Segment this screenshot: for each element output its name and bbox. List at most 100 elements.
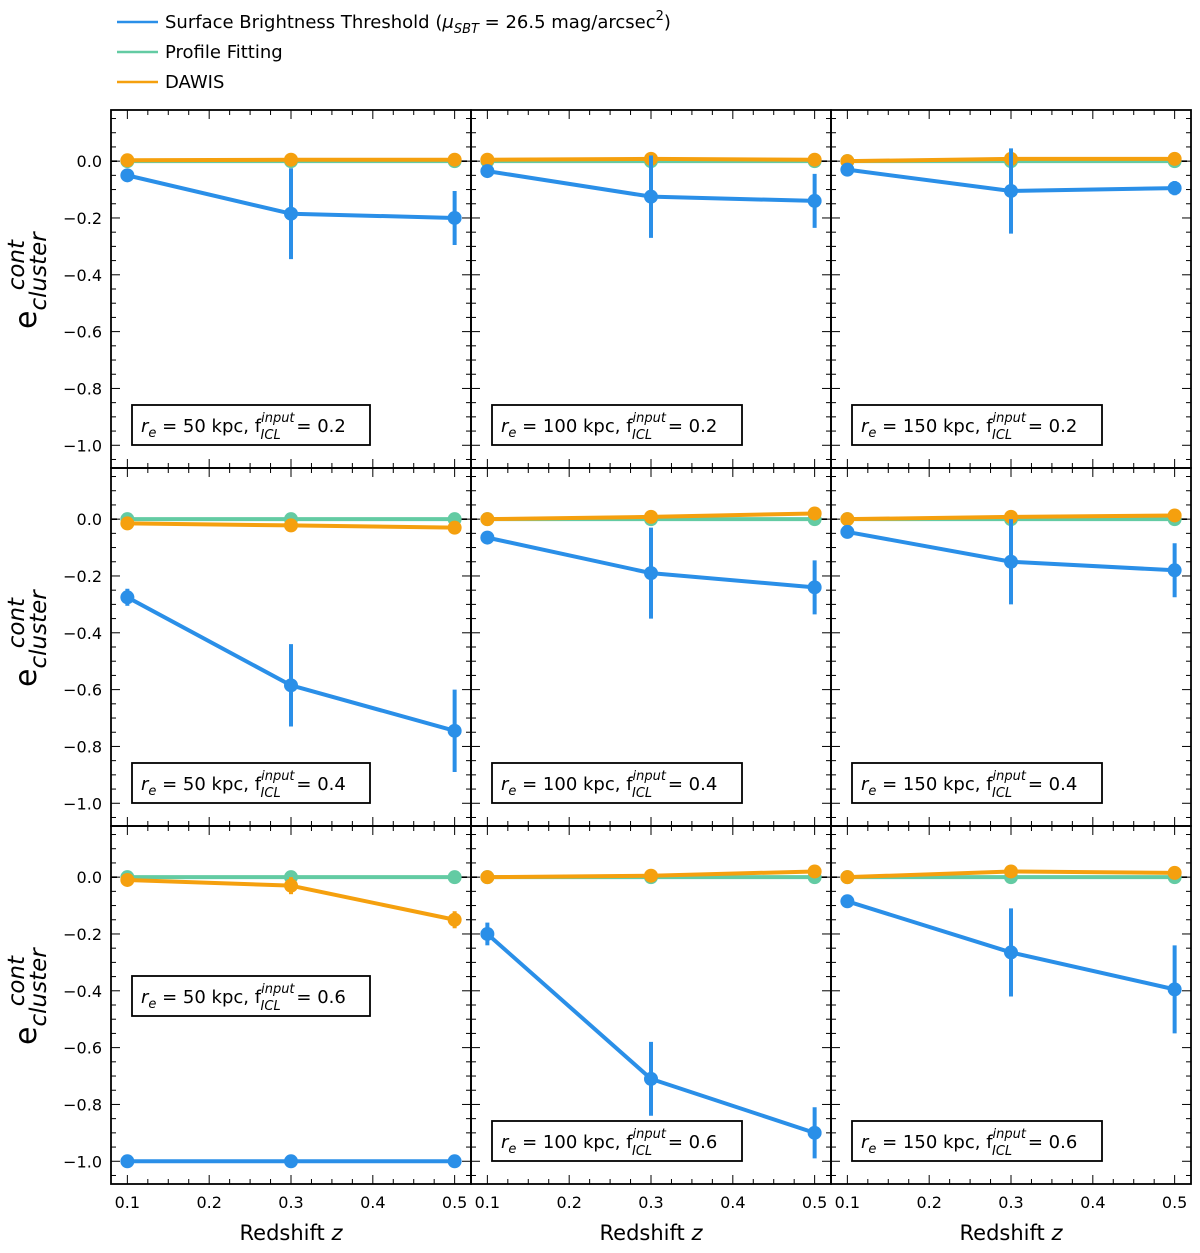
legend-label: DAWIS [165, 72, 224, 93]
y-axis-label: eclustercont [4, 947, 52, 1045]
surface-brightness-threshold-point [284, 1154, 298, 1169]
surface-brightness-threshold-point [1167, 181, 1182, 196]
y-tick-label: −0.8 [63, 737, 102, 756]
y-tick-label: 0.0 [77, 152, 102, 171]
annotation-box [851, 404, 1103, 446]
annotation-box [131, 975, 371, 1017]
x-tick-label: 0.5 [802, 1193, 827, 1212]
surface-brightness-threshold-point [120, 168, 135, 183]
surface-brightness-threshold-point [284, 206, 298, 221]
panel-0-0: re = 50 kpc, finput ICL = 0.2 [110, 109, 472, 469]
surface-brightness-threshold-point [480, 164, 495, 179]
surface-brightness-threshold-point [644, 566, 658, 581]
data-layer [471, 506, 831, 619]
dawis-point [120, 872, 135, 887]
surface-brightness-threshold-point [807, 580, 822, 595]
surface-brightness-threshold-point [1167, 982, 1182, 997]
surface-brightness-threshold-point [644, 1071, 658, 1086]
x-axis-label: Redshift z [600, 1221, 704, 1245]
dawis-point [807, 152, 822, 167]
x-tick-label: 0.2 [556, 1193, 581, 1212]
data-layer [831, 508, 1191, 605]
surface-brightness-threshold-point [447, 723, 462, 738]
surface-brightness-threshold-point [807, 1125, 822, 1140]
dawis-point [447, 152, 462, 167]
panel-0-2: re = 150 kpc, finput ICL = 0.2 [830, 109, 1192, 469]
annotation-label: re = 50 kpc, finput ICL = 0.4 [141, 769, 346, 801]
surface-brightness-threshold-point [284, 678, 298, 693]
x-tick-label: 0.4 [1080, 1193, 1105, 1212]
dawis-point [480, 512, 495, 527]
annotation-label: re = 50 kpc, finput ICL = 0.2 [141, 411, 346, 443]
data-layer [471, 151, 831, 238]
surface-brightness-threshold-point [1004, 554, 1018, 569]
dawis-point [480, 870, 495, 885]
dawis-point [644, 509, 658, 524]
y-axis-label: eclustercont [4, 589, 52, 687]
data-layer [111, 152, 471, 260]
panel-frame [830, 825, 1192, 1185]
annotation-label: re = 50 kpc, finput ICL = 0.6 [141, 982, 346, 1014]
y-tick-label: −0.6 [63, 1039, 102, 1058]
y-tick-label: −0.2 [63, 925, 102, 944]
y-tick-label: −0.6 [63, 681, 102, 700]
x-axis-label: Redshift z [960, 1221, 1064, 1245]
x-tick-label: 0.3 [998, 1193, 1023, 1212]
dawis-point [1167, 151, 1182, 166]
surface-brightness-threshold-point [447, 210, 462, 225]
panel-2-2: re = 150 kpc, finput ICL = 0.6 [830, 825, 1192, 1185]
annotation-box [491, 1120, 743, 1162]
surface-brightness-threshold-point [480, 926, 495, 941]
dawis-point [807, 864, 822, 879]
dawis-point [447, 912, 462, 927]
annotation-box [851, 1120, 1103, 1162]
panel-0-1: re = 100 kpc, finput ICL = 0.2 [470, 109, 832, 469]
annotation-box [491, 762, 743, 804]
x-tick-label: 0.1 [475, 1193, 500, 1212]
y-tick-label: −1.0 [63, 436, 102, 455]
x-tick-label: 0.4 [720, 1193, 745, 1212]
y-tick-label: −0.4 [63, 624, 102, 643]
x-tick-label: 0.2 [196, 1193, 221, 1212]
surface-brightness-threshold-point [447, 1154, 462, 1169]
y-tick-label: −0.6 [63, 323, 102, 342]
surface-brightness-threshold-point [840, 162, 855, 177]
surface-brightness-threshold-point [480, 530, 495, 545]
panel-1-1: re = 100 kpc, finput ICL = 0.4 [470, 467, 832, 827]
annotation-box [491, 404, 743, 446]
annotation-label: re = 100 kpc, finput ICL = 0.2 [501, 411, 717, 443]
annotation-label: re = 100 kpc, finput ICL = 0.6 [501, 1127, 717, 1159]
dawis-point [480, 152, 495, 167]
legend: Surface Brightness Threshold (μSBT = 26.… [117, 9, 671, 93]
surface-brightness-threshold-point [840, 894, 855, 909]
dawis-point [1004, 864, 1018, 879]
annotation-label: re = 100 kpc, finput ICL = 0.4 [501, 769, 717, 801]
dawis-point [840, 870, 855, 885]
panel-1-2: re = 150 kpc, finput ICL = 0.4 [830, 467, 1192, 827]
x-tick-label: 0.3 [278, 1193, 303, 1212]
x-tick-label: 0.5 [1162, 1193, 1187, 1212]
x-tick-label: 0.1 [835, 1193, 860, 1212]
x-tick-label: 0.1 [115, 1193, 140, 1212]
y-axis-label: eclustercont [4, 231, 52, 329]
surface-brightness-threshold-point [1167, 563, 1182, 578]
data-layer [831, 864, 1191, 1034]
x-tick-label: 0.5 [442, 1193, 467, 1212]
surface-brightness-threshold-point [1004, 945, 1018, 960]
surface-brightness-threshold-point [807, 193, 822, 208]
annotation-label: re = 150 kpc, finput ICL = 0.2 [861, 411, 1077, 443]
legend-label: Profile Fitting [165, 42, 283, 63]
y-tick-label: −0.4 [63, 982, 102, 1001]
data-layer [111, 512, 471, 773]
annotation-label: re = 150 kpc, finput ICL = 0.4 [861, 769, 1077, 801]
legend-label: Surface Brightness Threshold (μSBT = 26.… [165, 9, 671, 37]
surface-brightness-threshold-point [840, 524, 855, 539]
dawis-point [1004, 509, 1018, 524]
y-tick-label: 0.0 [77, 510, 102, 529]
dawis-point [447, 520, 462, 535]
surface-brightness-threshold-point [120, 590, 135, 605]
data-layer [831, 148, 1191, 234]
annotation-box [851, 762, 1103, 804]
y-tick-label: −1.0 [63, 1152, 102, 1171]
